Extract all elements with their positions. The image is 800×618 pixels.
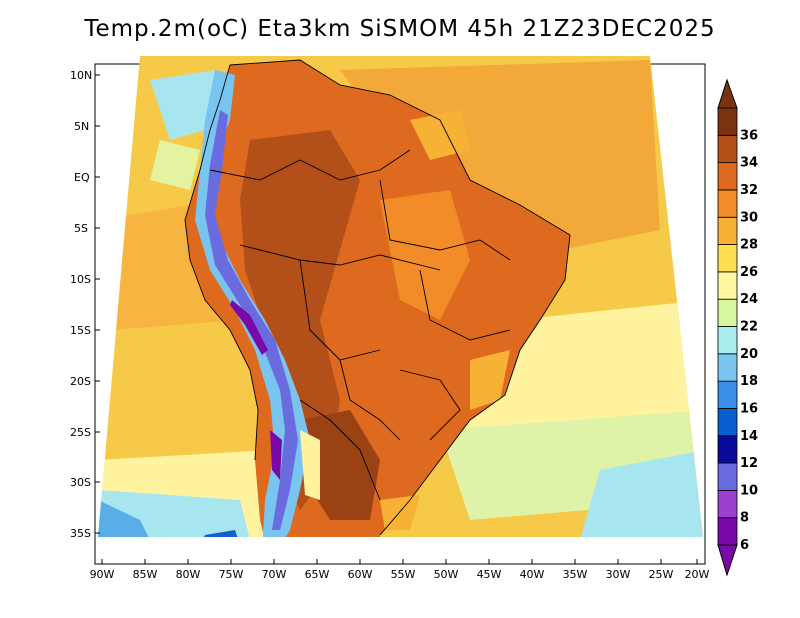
lon-label: 30W [606, 568, 631, 581]
colorbar-segment [717, 489, 738, 519]
colorbar-labels: 6 8 10 12 14 16 18 20 22 24 26 28 30 32 34 36 [740, 128, 758, 553]
colorbar-label: 24 [740, 292, 758, 307]
lon-label: 20W [685, 568, 710, 581]
guiana-warm [410, 110, 470, 160]
colorbar-label: 6 [740, 538, 749, 553]
colorbar-label: 36 [740, 128, 758, 143]
colorbar-label: 20 [740, 347, 758, 362]
temperature-field [98, 56, 703, 537]
lon-label: 25W [649, 568, 674, 581]
latitude-axis: 10N 5N EQ 5S 10S 15S 20S 25S 30S 35S [70, 69, 92, 540]
colorbar-label: 14 [740, 429, 758, 444]
atlantic-warm-band [340, 60, 660, 250]
colorbar-label: 8 [740, 511, 749, 526]
lat-label: 10N [70, 69, 92, 82]
lat-label: 35S [70, 527, 91, 540]
colorbar-segment [717, 517, 738, 546]
colorbar-label: 18 [740, 374, 758, 389]
southeast-brazil-warm [470, 350, 510, 410]
colorbar-segment [717, 298, 738, 327]
colorbar-segment [717, 162, 738, 191]
paraguay-border [339, 359, 401, 441]
colorbar-segment [717, 353, 738, 382]
colorbar-segment [717, 271, 738, 300]
colorbar-label: 26 [740, 265, 758, 280]
altiplano-coldest [230, 300, 268, 355]
colorbar-segment [717, 134, 738, 164]
colorbar-segment [717, 244, 738, 273]
colorbar-top-arrow [717, 78, 738, 109]
map-title: Temp.2m(oC) Eta3km SiSMOM 45h 21Z23DEC20… [84, 16, 716, 42]
south-pacific-blue-patch [200, 530, 240, 537]
pacific-cool-patch [150, 140, 200, 190]
colorbar-label: 10 [740, 483, 758, 498]
lon-label: 55W [391, 568, 416, 581]
colorbar-segment [717, 462, 738, 491]
lat-label: EQ [74, 171, 90, 184]
lat-label: 25S [70, 426, 91, 439]
colorbar-label: 22 [740, 320, 758, 335]
colorbar-label: 30 [740, 210, 758, 225]
lat-label: 15S [70, 324, 91, 337]
colorbar-segment [717, 408, 738, 437]
lon-label: 65W [305, 568, 330, 581]
lon-label: 90W [90, 568, 115, 581]
colorbar-segments [717, 107, 738, 546]
longitude-axis: 90W 85W 80W 75W 70W 65W 60W 55W 50W 45W … [90, 568, 710, 581]
lat-label: 30S [70, 476, 91, 489]
lon-label: 45W [477, 568, 502, 581]
longitude-ticks [101, 559, 698, 564]
bolivia-peru-border [239, 244, 441, 271]
lon-label: 85W [133, 568, 158, 581]
brazil-states-south [399, 369, 461, 441]
lat-label: 5N [74, 120, 89, 133]
colorbar-bottom-arrow [717, 544, 738, 577]
colorbar-label: 34 [740, 156, 758, 171]
colorbar-segment [717, 107, 738, 136]
colorbar-label: 32 [740, 183, 758, 198]
colorbar-label: 16 [740, 401, 758, 416]
lat-label: 20S [70, 375, 91, 388]
lat-label: 10S [70, 273, 91, 286]
pacific-coastline [184, 64, 259, 461]
lon-label: 60W [348, 568, 373, 581]
lon-label: 70W [262, 568, 287, 581]
andes-foothills [300, 430, 320, 500]
argentina-border [299, 399, 381, 501]
atlantic-coastline [229, 59, 571, 536]
colorbar-label: 28 [740, 238, 758, 253]
colorbar-segment [717, 435, 738, 464]
south-pacific-coldest [98, 500, 150, 537]
colorbar-label: 12 [740, 456, 758, 471]
pacific-cool-tongue [150, 70, 215, 140]
lon-label: 75W [219, 568, 244, 581]
colorbar: 6 8 10 12 14 16 18 20 22 24 26 28 30 32 34 36 [717, 78, 758, 577]
lon-label: 50W [434, 568, 459, 581]
colorbar-segment [717, 216, 738, 245]
country-boundaries [184, 59, 571, 536]
lon-label: 35W [563, 568, 588, 581]
central-brazil-warm [380, 190, 470, 320]
colorbar-segment [717, 380, 738, 409]
uruguay-warm [380, 495, 420, 530]
lon-label: 80W [176, 568, 201, 581]
colorbar-segment [717, 326, 738, 355]
northern-border [209, 149, 411, 181]
central-andes-coldest [270, 430, 282, 480]
latitude-ticks [95, 74, 100, 534]
south-atlantic-coldest [580, 450, 703, 537]
brazil-states-north [379, 179, 511, 261]
colorbar-segment [717, 189, 738, 218]
lon-label: 40W [520, 568, 545, 581]
bolivia-border [299, 259, 381, 361]
brazil-states-central [419, 269, 511, 341]
lat-label: 5S [74, 222, 88, 235]
